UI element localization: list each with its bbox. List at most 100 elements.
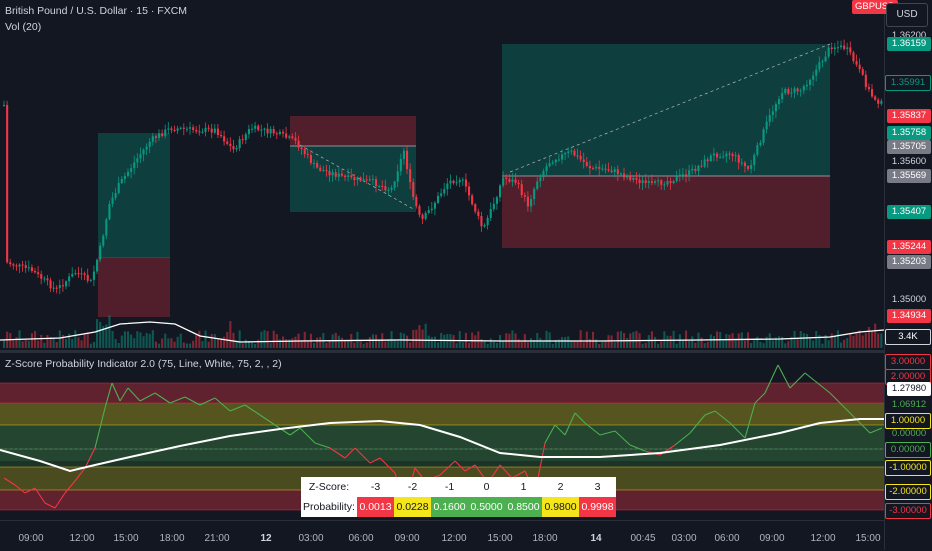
candle-body xyxy=(154,136,157,139)
zscore-line xyxy=(464,464,476,472)
candle-body xyxy=(604,168,607,170)
candle-body xyxy=(120,179,123,184)
volume-bar xyxy=(610,335,613,348)
volume-bar xyxy=(672,330,675,348)
zscore-line xyxy=(869,427,883,434)
candle-body xyxy=(331,172,334,176)
candle-body xyxy=(375,179,378,187)
volume-bar xyxy=(517,339,520,348)
volume-bar xyxy=(409,342,412,348)
zscore-line xyxy=(244,404,261,416)
candle-body xyxy=(409,169,412,183)
time-label: 06:00 xyxy=(348,533,374,544)
candle-body xyxy=(774,104,777,112)
volume-bar xyxy=(102,325,105,348)
volume-bar xyxy=(49,337,52,348)
candle-body xyxy=(722,156,725,158)
candle-body xyxy=(511,179,514,182)
candle-body xyxy=(192,127,195,130)
probability-table: Z-Score: -3 -2 -1 0 1 2 3 Probability: 0… xyxy=(301,477,616,517)
currency-button[interactable]: USD xyxy=(886,3,928,27)
time-label: 06:00 xyxy=(714,533,740,544)
price-chart-pane[interactable]: British Pound / U.S. Dollar · 15 · FXCM … xyxy=(0,0,885,350)
candle-body xyxy=(880,100,883,104)
zscore-line xyxy=(629,444,646,452)
pane-separator[interactable] xyxy=(0,350,932,353)
zscore-axis-label: 1.27980 xyxy=(887,382,931,396)
zscore-line xyxy=(584,422,601,436)
time-label: 12:00 xyxy=(69,533,95,544)
volume-bar xyxy=(787,341,790,348)
candle-body xyxy=(654,181,657,183)
candle-body xyxy=(520,184,523,196)
candle-body xyxy=(148,141,151,147)
volume-bar xyxy=(263,330,266,348)
candle-body xyxy=(691,168,694,171)
zscore-indicator-pane[interactable]: Z-Score Probability Indicator 2.0 (75, L… xyxy=(0,353,884,520)
candle-body xyxy=(427,210,430,213)
volume-bar xyxy=(133,338,136,348)
volume-bar xyxy=(821,343,824,348)
candle-body xyxy=(61,285,64,287)
candle-body xyxy=(238,139,241,149)
zscore-line xyxy=(754,392,766,404)
probability-cell: 0.0013 xyxy=(357,497,394,517)
time-label: 12:00 xyxy=(810,533,836,544)
candle-body xyxy=(272,129,275,134)
volume-bar xyxy=(650,331,653,348)
volume-bar xyxy=(244,339,247,348)
candle-body xyxy=(275,133,278,135)
candle-body xyxy=(247,129,250,135)
candle-body xyxy=(356,177,359,181)
volume-bar xyxy=(24,340,27,348)
candle-body xyxy=(216,128,219,136)
time-label: 03:00 xyxy=(298,533,324,544)
candles xyxy=(3,39,883,295)
price-axis[interactable]: 1.36200 1.36159 1.35991 1.35837 1.35758 1.357… xyxy=(884,0,932,550)
volume-bar xyxy=(753,340,756,348)
volume-bar xyxy=(799,331,802,348)
candle-body xyxy=(170,128,173,131)
candle-body xyxy=(294,138,297,141)
zscore-axis-label: -3.00000 xyxy=(885,503,931,519)
zscore-line xyxy=(289,427,301,436)
candle-body xyxy=(740,162,743,164)
candle-body xyxy=(80,273,83,275)
candle-body xyxy=(18,264,21,267)
candle-body xyxy=(709,155,712,162)
volume-bar xyxy=(378,339,381,348)
volume-bar xyxy=(238,330,241,348)
zscore-line xyxy=(44,502,56,509)
candle-body xyxy=(139,154,142,159)
volume-bar xyxy=(867,327,870,348)
volume-bar xyxy=(728,334,731,348)
candle-body xyxy=(697,165,700,172)
position-box xyxy=(98,133,170,258)
candle-body xyxy=(787,89,790,94)
volume-bar xyxy=(880,333,883,348)
candle-body xyxy=(40,274,43,279)
candle-body xyxy=(365,179,368,181)
candle-body xyxy=(505,177,508,180)
candle-body xyxy=(37,272,40,275)
candle-body xyxy=(833,47,836,50)
zscore-line xyxy=(369,457,381,464)
volume-bar xyxy=(675,343,678,348)
candle-body xyxy=(384,186,387,191)
candle-body xyxy=(474,204,477,212)
candle-body xyxy=(204,127,207,132)
candle-body xyxy=(334,172,337,177)
price-chart-canvas[interactable] xyxy=(0,0,885,350)
volume-bar xyxy=(595,339,598,348)
candle-body xyxy=(579,155,582,160)
volume-bar xyxy=(148,333,151,348)
candle-body xyxy=(632,177,635,180)
time-axis[interactable]: 09:00 12:00 15:00 18:00 21:00 12 03:00 06:00 09:… xyxy=(0,520,884,551)
zscore-line xyxy=(544,424,556,444)
candle-body xyxy=(629,176,632,180)
candle-body xyxy=(753,154,756,166)
volume-bar xyxy=(161,338,164,348)
volume-bar xyxy=(257,339,260,348)
volume-bar xyxy=(607,335,610,348)
volume-bar xyxy=(526,342,529,348)
